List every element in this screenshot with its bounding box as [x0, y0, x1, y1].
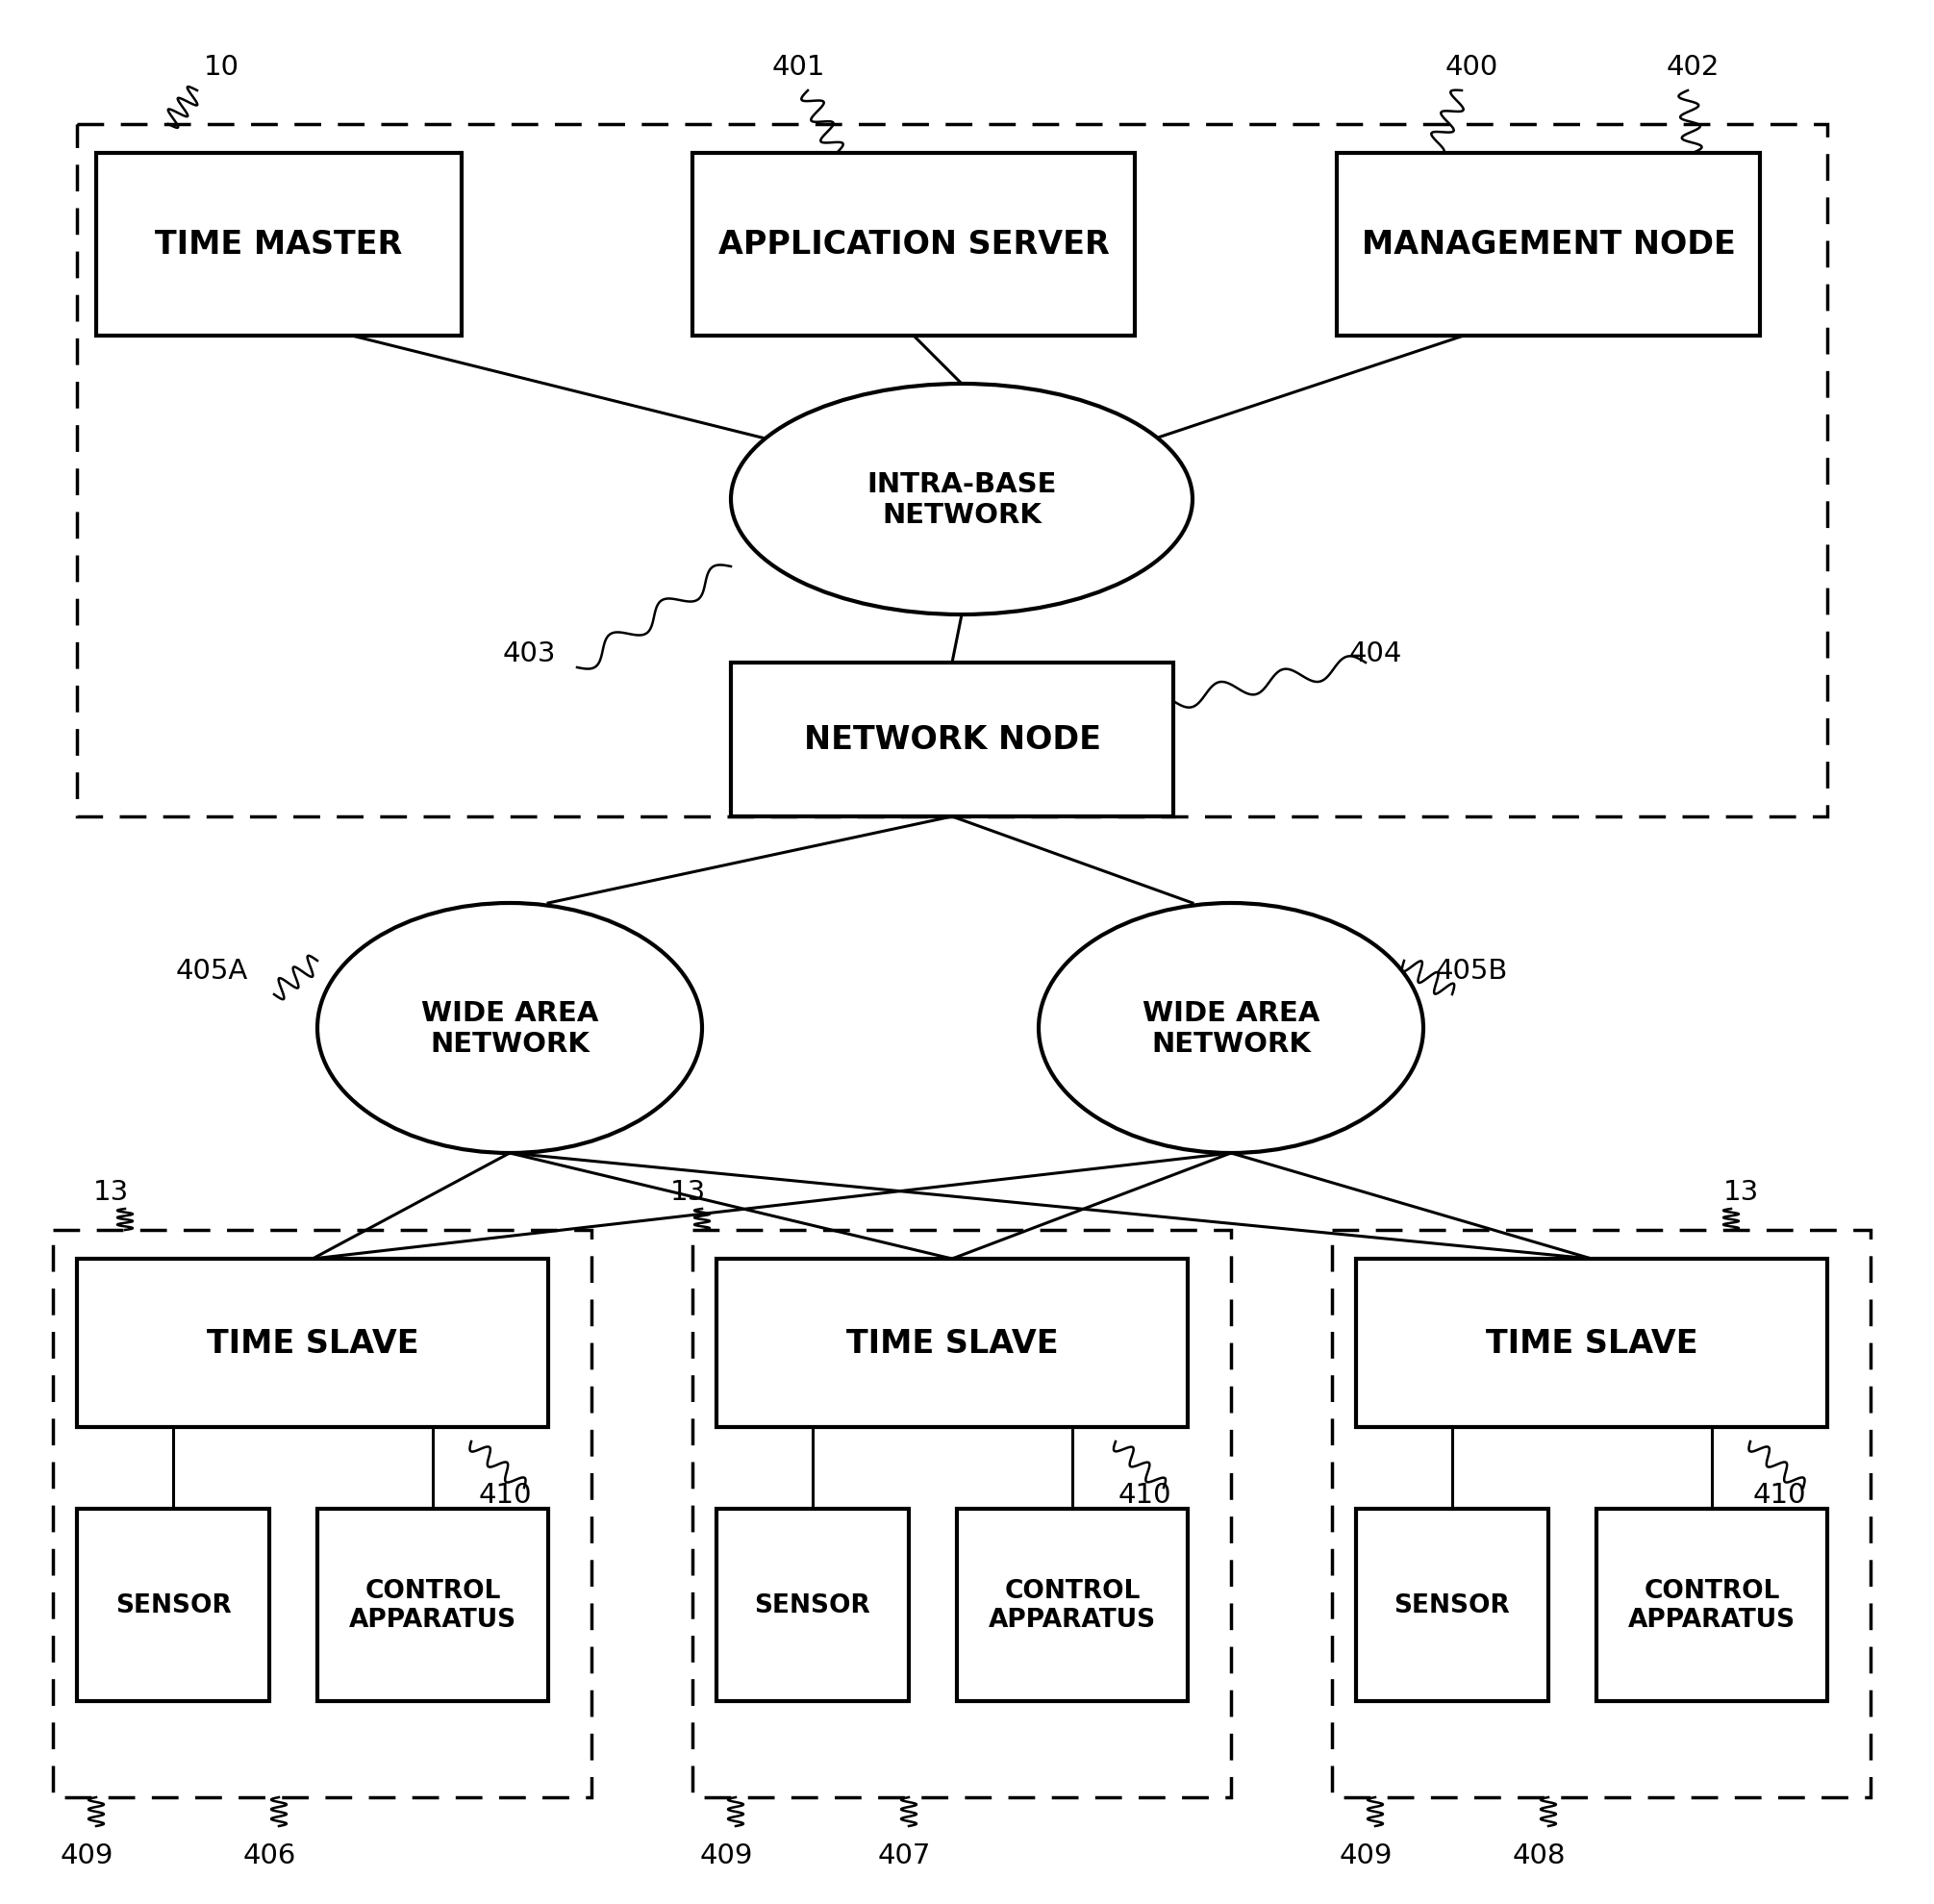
Text: INTRA-BASE
NETWORK: INTRA-BASE NETWORK: [866, 470, 1056, 529]
Ellipse shape: [317, 904, 702, 1154]
Text: SENSOR: SENSOR: [1394, 1592, 1510, 1618]
Bar: [716, 1510, 909, 1700]
Text: 410: 410: [1752, 1481, 1806, 1508]
Text: 406: 406: [242, 1841, 296, 1868]
Bar: [1356, 1259, 1828, 1428]
Text: 405A: 405A: [176, 958, 248, 984]
Text: 407: 407: [878, 1841, 930, 1868]
Text: CONTROL
APPARATUS: CONTROL APPARATUS: [348, 1578, 516, 1632]
Text: 10: 10: [203, 53, 240, 80]
Text: 13: 13: [1723, 1179, 1758, 1205]
Ellipse shape: [1039, 904, 1423, 1154]
Text: WIDE AREA
NETWORK: WIDE AREA NETWORK: [422, 1000, 598, 1057]
Bar: [77, 1510, 269, 1700]
Text: SENSOR: SENSOR: [114, 1592, 232, 1618]
Text: 404: 404: [1348, 640, 1402, 666]
Text: 408: 408: [1512, 1841, 1565, 1868]
Bar: [692, 1230, 1230, 1797]
Text: 409: 409: [60, 1841, 114, 1868]
Bar: [1596, 1510, 1828, 1700]
Text: TIME MASTER: TIME MASTER: [155, 228, 402, 261]
Bar: [77, 1259, 547, 1428]
Bar: [692, 154, 1135, 337]
Text: CONTROL
APPARATUS: CONTROL APPARATUS: [1628, 1578, 1795, 1632]
Text: 402: 402: [1665, 53, 1719, 80]
Bar: [97, 154, 462, 337]
Bar: [957, 1510, 1187, 1700]
Text: SENSOR: SENSOR: [754, 1592, 870, 1618]
Bar: [1336, 154, 1760, 337]
Text: CONTROL
APPARATUS: CONTROL APPARATUS: [988, 1578, 1157, 1632]
Text: TIME SLAVE: TIME SLAVE: [1485, 1327, 1698, 1359]
Text: MANAGEMENT NODE: MANAGEMENT NODE: [1362, 228, 1735, 261]
Text: 13: 13: [669, 1179, 706, 1205]
Bar: [1333, 1230, 1870, 1797]
Text: APPLICATION SERVER: APPLICATION SERVER: [718, 228, 1110, 261]
Bar: [1356, 1510, 1549, 1700]
Text: 409: 409: [700, 1841, 752, 1868]
Text: 410: 410: [478, 1481, 532, 1508]
Text: 400: 400: [1445, 53, 1499, 80]
Text: 410: 410: [1118, 1481, 1172, 1508]
Text: TIME SLAVE: TIME SLAVE: [207, 1327, 418, 1359]
Bar: [77, 126, 1828, 817]
Text: 403: 403: [503, 640, 555, 666]
Text: 405B: 405B: [1435, 958, 1509, 984]
Text: 401: 401: [772, 53, 826, 80]
Ellipse shape: [731, 385, 1193, 615]
Text: 13: 13: [93, 1179, 128, 1205]
Text: WIDE AREA
NETWORK: WIDE AREA NETWORK: [1143, 1000, 1319, 1057]
Bar: [716, 1259, 1187, 1428]
Bar: [52, 1230, 592, 1797]
Text: NETWORK NODE: NETWORK NODE: [803, 724, 1100, 756]
Bar: [317, 1510, 547, 1700]
Text: 409: 409: [1338, 1841, 1392, 1868]
Text: TIME SLAVE: TIME SLAVE: [845, 1327, 1058, 1359]
Bar: [731, 663, 1174, 817]
